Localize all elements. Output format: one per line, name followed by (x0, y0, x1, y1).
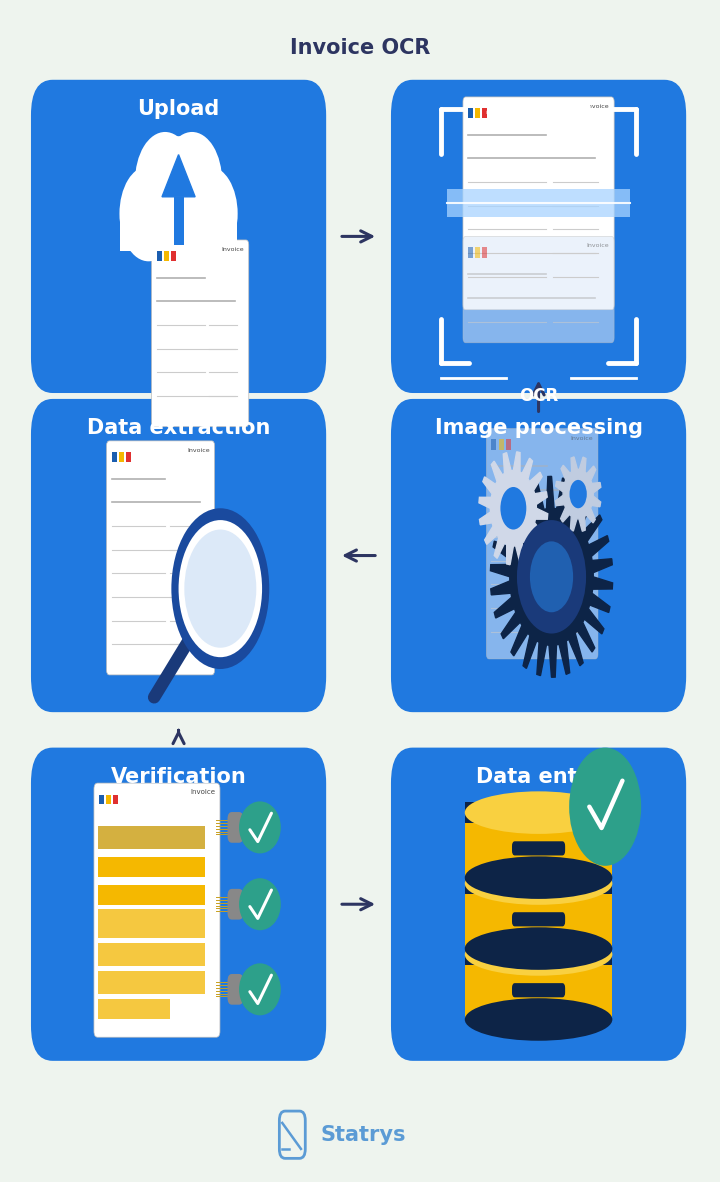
Text: Verification: Verification (111, 767, 246, 786)
Text: Scanning: Scanning (485, 98, 593, 118)
FancyBboxPatch shape (152, 240, 249, 427)
Text: Invoice: Invoice (221, 247, 243, 252)
FancyBboxPatch shape (512, 913, 565, 927)
Polygon shape (162, 155, 195, 196)
Circle shape (179, 520, 262, 657)
Ellipse shape (465, 856, 612, 900)
FancyBboxPatch shape (98, 999, 170, 1019)
FancyBboxPatch shape (98, 909, 204, 939)
Text: OCR: OCR (519, 388, 558, 405)
Text: Invoice: Invoice (587, 243, 609, 248)
Circle shape (179, 165, 238, 261)
FancyBboxPatch shape (468, 108, 473, 118)
Text: Invoice OCR: Invoice OCR (290, 38, 430, 58)
FancyBboxPatch shape (391, 398, 686, 712)
FancyBboxPatch shape (465, 872, 612, 895)
Ellipse shape (465, 934, 612, 976)
FancyBboxPatch shape (94, 784, 220, 1038)
Text: Image processing: Image processing (435, 417, 642, 437)
FancyBboxPatch shape (120, 207, 237, 251)
Ellipse shape (465, 792, 612, 834)
Ellipse shape (239, 801, 281, 853)
FancyBboxPatch shape (465, 813, 612, 877)
FancyBboxPatch shape (465, 944, 612, 965)
FancyBboxPatch shape (228, 974, 243, 1005)
FancyBboxPatch shape (463, 97, 614, 310)
Circle shape (162, 132, 222, 230)
FancyBboxPatch shape (465, 884, 612, 949)
FancyBboxPatch shape (391, 80, 686, 392)
FancyBboxPatch shape (98, 826, 150, 849)
Text: Invoice: Invoice (187, 448, 210, 453)
Text: Statrys: Statrys (320, 1125, 406, 1144)
Ellipse shape (239, 963, 281, 1015)
FancyBboxPatch shape (114, 795, 119, 805)
FancyBboxPatch shape (98, 884, 204, 905)
FancyBboxPatch shape (98, 857, 204, 877)
Ellipse shape (465, 863, 612, 905)
Circle shape (517, 520, 586, 634)
Ellipse shape (465, 927, 612, 969)
FancyBboxPatch shape (119, 452, 124, 462)
Circle shape (184, 530, 256, 648)
FancyBboxPatch shape (164, 251, 169, 261)
FancyBboxPatch shape (465, 955, 612, 1019)
Circle shape (171, 508, 269, 669)
Text: Invoice: Invoice (190, 790, 215, 795)
FancyBboxPatch shape (512, 842, 565, 856)
FancyBboxPatch shape (157, 251, 162, 261)
FancyBboxPatch shape (171, 251, 176, 261)
Polygon shape (556, 457, 600, 531)
Polygon shape (490, 476, 613, 677)
FancyBboxPatch shape (482, 247, 487, 258)
FancyBboxPatch shape (468, 247, 473, 258)
Text: Data extraction: Data extraction (87, 417, 270, 437)
FancyBboxPatch shape (505, 440, 511, 450)
FancyBboxPatch shape (463, 236, 614, 343)
Circle shape (135, 132, 195, 230)
FancyBboxPatch shape (475, 108, 480, 118)
Circle shape (569, 747, 641, 865)
Circle shape (530, 541, 573, 612)
FancyBboxPatch shape (391, 748, 686, 1061)
Text: Data entry: Data entry (476, 767, 601, 786)
FancyBboxPatch shape (31, 398, 326, 712)
Ellipse shape (465, 998, 612, 1041)
FancyBboxPatch shape (228, 812, 243, 843)
FancyBboxPatch shape (98, 972, 204, 994)
FancyBboxPatch shape (482, 108, 487, 118)
Text: Upload: Upload (138, 98, 220, 118)
Ellipse shape (239, 878, 281, 930)
FancyBboxPatch shape (475, 247, 480, 258)
Circle shape (536, 551, 567, 603)
FancyBboxPatch shape (512, 983, 565, 998)
FancyBboxPatch shape (491, 440, 497, 450)
FancyBboxPatch shape (126, 452, 131, 462)
FancyBboxPatch shape (107, 441, 215, 675)
Text: Invoice: Invoice (570, 436, 593, 441)
Circle shape (505, 494, 522, 522)
FancyBboxPatch shape (498, 440, 504, 450)
Text: Invoice: Invoice (587, 104, 609, 109)
Circle shape (500, 487, 526, 530)
FancyBboxPatch shape (447, 189, 630, 217)
FancyBboxPatch shape (31, 748, 326, 1061)
FancyBboxPatch shape (99, 795, 104, 805)
FancyBboxPatch shape (487, 429, 598, 660)
Polygon shape (479, 452, 548, 565)
Circle shape (140, 136, 217, 264)
Circle shape (120, 165, 178, 261)
FancyBboxPatch shape (98, 826, 204, 849)
Circle shape (570, 480, 587, 508)
FancyBboxPatch shape (112, 452, 117, 462)
FancyBboxPatch shape (465, 803, 612, 824)
FancyBboxPatch shape (98, 943, 204, 966)
FancyBboxPatch shape (174, 196, 184, 245)
FancyBboxPatch shape (228, 889, 243, 920)
FancyBboxPatch shape (107, 795, 112, 805)
FancyBboxPatch shape (31, 80, 326, 392)
Circle shape (572, 485, 584, 504)
